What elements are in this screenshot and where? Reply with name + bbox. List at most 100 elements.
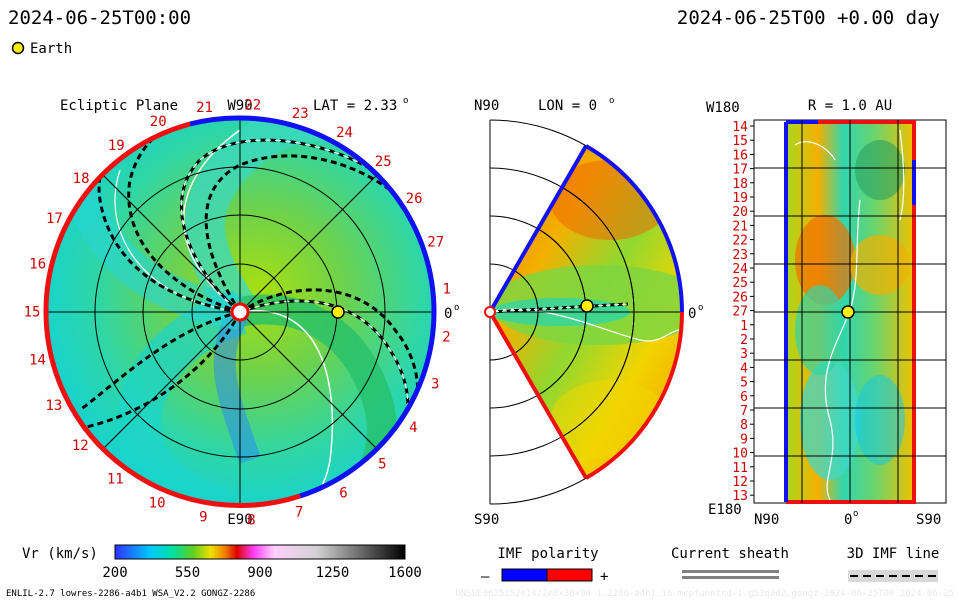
radial-row-label: 9 (740, 432, 748, 447)
radial-corner-top: W180 (706, 100, 740, 116)
radial-row-label: 24 (732, 262, 748, 277)
header-right-time: 2024-06-25T00 +0.00 day (677, 7, 940, 29)
header-left-time: 2024-06-25T00:00 (8, 7, 191, 29)
radial-row-label: 14 (732, 120, 748, 135)
footer-left: ENLIL-2.7 lowres-2286-a4b1 WSA_V2.2 GONG… (6, 589, 255, 599)
radial-bottom-mid-sup: o (853, 509, 858, 519)
radial-bottom-mid: 0 (844, 512, 852, 528)
radial-panel: W180 R = 1.0 AU E180 (706, 98, 947, 528)
carrington-label: 13 (45, 398, 62, 414)
meridional-lon-label: LON = 0 (538, 98, 597, 114)
radial-row-label: 8 (740, 418, 748, 433)
meridional-right-sup: o (698, 303, 703, 313)
carrington-label: 2 (442, 330, 450, 346)
carrington-label: 12 (72, 438, 89, 454)
radial-row-label: 19 (732, 191, 748, 206)
carrington-label: 4 (409, 420, 417, 436)
carrington-label: 15 (24, 304, 41, 320)
radial-row-label: 5 (740, 376, 748, 391)
carrington-label: 7 (295, 504, 303, 520)
carrington-label: 25 (375, 154, 392, 170)
carrington-label: 24 (336, 125, 353, 141)
radial-row-labels: 1415161718192021222324252627123456789101… (732, 120, 754, 504)
imf-polarity-legend: IMF polarity – + (481, 546, 608, 585)
imf-polarity-title: IMF polarity (497, 546, 598, 562)
ecliptic-lat-sup: o (403, 96, 408, 106)
radial-row-label: 11 (732, 461, 748, 476)
radial-bottom-left: N90 (754, 512, 779, 528)
imf-minus-label: – (481, 569, 490, 585)
carrington-label: 19 (108, 138, 125, 154)
carrington-label: 1 (442, 282, 450, 298)
radial-row-label: 18 (732, 177, 748, 192)
colorbar-tick-label: 900 (247, 565, 272, 581)
footer-right: UNSUE0625152e14/2e8×30×90 1.2286-a4b1.16… (456, 589, 955, 599)
carrington-label: 11 (107, 472, 124, 488)
radial-row-label: 15 (732, 134, 748, 149)
meridional-top-label: N90 (474, 98, 499, 114)
radial-row-label: 2 (740, 333, 748, 348)
earth-legend-icon (11, 41, 25, 55)
radial-bottom-right: S90 (916, 512, 941, 528)
radial-row-label: 20 (732, 205, 748, 220)
colorbar-tick-label: 1250 (316, 565, 350, 581)
carrington-label: 21 (196, 100, 213, 116)
radial-row-label: 23 (732, 248, 748, 263)
colorbar-tick-label: 200 (102, 565, 127, 581)
radial-row-label: 27 (732, 305, 748, 320)
radial-row-label: 21 (732, 219, 748, 234)
radial-row-label: 17 (732, 163, 748, 178)
carrington-label: 5 (378, 457, 386, 473)
ecliptic-earth-marker (331, 305, 345, 319)
carrington-label: 26 (406, 191, 423, 207)
carrington-label: 17 (46, 211, 63, 227)
carrington-label: 14 (29, 352, 46, 368)
imf-plus-label: + (600, 569, 608, 585)
ecliptic-bottom-label: E90 (227, 512, 252, 528)
colorbar: Vr (km/s) 200 550 900 1250 1600 (22, 544, 422, 581)
ecliptic-panel: Ecliptic Plane LAT = 2.33 o (24, 96, 460, 529)
carrington-label: 6 (339, 485, 347, 501)
radial-row-label: 7 (740, 404, 748, 419)
colorbar-label: Vr (km/s) (22, 546, 98, 562)
radial-row-label: 12 (732, 475, 748, 490)
colorbar-tick-label: 1600 (388, 565, 422, 581)
carrington-label: 10 (149, 496, 166, 512)
radial-title: R = 1.0 AU (808, 98, 892, 114)
meridional-earth-marker (580, 299, 594, 313)
ecliptic-right-sup: o (454, 303, 459, 313)
radial-row-label: 16 (732, 148, 748, 163)
carrington-label: 22 (244, 97, 261, 113)
radial-row-label: 6 (740, 390, 748, 405)
radial-corner-bottom: E180 (708, 502, 742, 518)
imf-plus-swatch (546, 568, 593, 582)
radial-row-label: 10 (732, 447, 748, 462)
current-sheath-legend: Current sheath (671, 546, 789, 579)
radial-row-label: 22 (732, 234, 748, 249)
radial-earth-marker (841, 305, 855, 319)
ecliptic-lat-label: LAT = 2.33 (313, 98, 397, 114)
ecliptic-top-label: W90 (227, 98, 252, 114)
earth-legend-label: Earth (30, 41, 72, 57)
radial-row-label: 3 (740, 347, 748, 362)
carrington-label: 8 (247, 513, 255, 529)
imf-minus-swatch (501, 568, 548, 582)
carrington-label: 18 (73, 171, 90, 187)
colorbar-tick-label: 550 (175, 565, 200, 581)
meridional-bottom-label: S90 (474, 512, 499, 528)
radial-row-label: 1 (740, 319, 748, 334)
current-sheath-title: Current sheath (671, 546, 789, 562)
radial-row-label: 4 (740, 361, 748, 376)
imf-line-legend: 3D IMF line (847, 546, 939, 582)
carrington-label: 20 (150, 114, 167, 130)
ecliptic-right-label: 0 (444, 306, 452, 322)
radial-row-label: 13 (732, 489, 748, 504)
carrington-label: 16 (29, 256, 46, 272)
carrington-label: 23 (292, 106, 309, 122)
meridional-right-label: 0 (688, 306, 696, 322)
carrington-label: 27 (427, 234, 444, 250)
meridional-lon-sup: o (609, 96, 614, 106)
radial-row-label: 25 (732, 276, 748, 291)
